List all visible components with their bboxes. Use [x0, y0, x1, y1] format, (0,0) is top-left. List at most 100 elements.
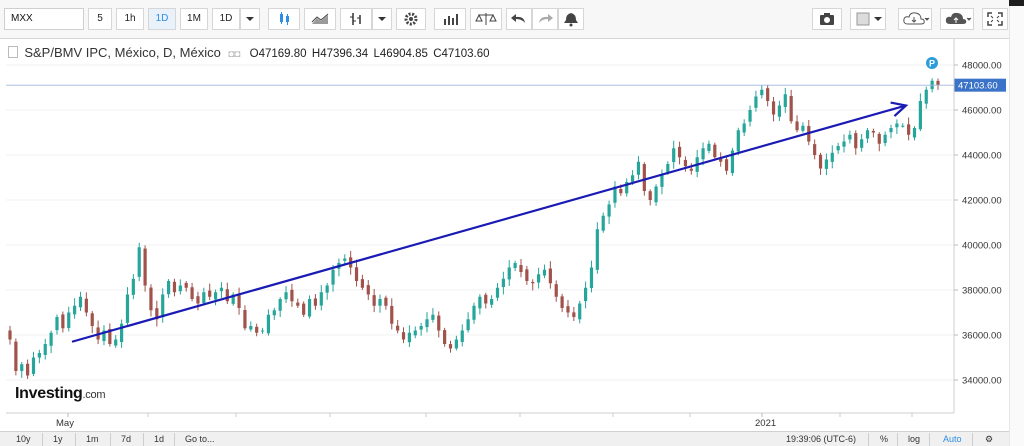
candle — [425, 312, 429, 333]
interval-dropdown[interactable]: 1D — [212, 8, 240, 30]
alert-bell-icon[interactable] — [558, 8, 584, 30]
candle-body — [208, 290, 212, 297]
candle-body — [630, 175, 635, 182]
range-1d-button[interactable]: 1d — [154, 434, 165, 444]
candle-body — [601, 215, 605, 231]
undo-icon[interactable] — [506, 8, 532, 30]
legend-toggle-icon[interactable] — [8, 46, 18, 58]
bottom-toolbar: 10y 1y 1m 7d 1d Go to... 19:39:06 (UTC-6… — [0, 431, 1009, 446]
candle — [184, 281, 188, 292]
candle — [936, 78, 940, 90]
candle — [14, 338, 18, 376]
candle — [889, 124, 893, 139]
candle-body — [8, 330, 12, 340]
candle — [842, 134, 846, 153]
auto-scale-toggle[interactable]: Auto — [943, 434, 962, 444]
candle — [836, 142, 840, 154]
cloud-save-icon[interactable] — [940, 8, 974, 30]
candle — [583, 281, 588, 309]
candle-body — [507, 267, 511, 280]
candle-body — [701, 148, 705, 160]
candle — [760, 85, 764, 99]
candle — [190, 282, 194, 302]
candle — [472, 302, 476, 324]
candle-body — [14, 341, 18, 371]
candle-body — [484, 294, 488, 304]
candle — [137, 242, 141, 282]
candle — [719, 152, 723, 167]
candle-body — [213, 292, 218, 300]
candle-body — [636, 161, 641, 175]
range-1y-button[interactable]: 1y — [53, 434, 63, 444]
y-tick-label: 44000.00 — [962, 151, 1002, 162]
candles-icon[interactable] — [268, 8, 300, 30]
candle — [865, 127, 870, 143]
candle — [67, 306, 71, 332]
candle — [372, 288, 376, 313]
candle — [8, 325, 12, 345]
candle-body — [836, 146, 840, 151]
scale-settings-gear-icon[interactable]: ⚙ — [985, 434, 994, 444]
candle-body — [49, 332, 53, 346]
ohlc-bars-icon[interactable] — [340, 8, 372, 30]
candle — [736, 127, 740, 156]
legend-actions-icon[interactable]: ◘◘ — [228, 49, 241, 60]
clock-timezone[interactable]: 19:39:06 (UTC-6) — [786, 434, 857, 444]
chart-area[interactable]: 47103.60 P 34000.00 36000.00 38000.00 40000.… — [0, 39, 1009, 431]
log-scale-toggle[interactable]: log — [908, 434, 921, 444]
settings-gear-icon[interactable] — [396, 8, 426, 30]
chart-type-dropdown-arrow-icon[interactable] — [372, 8, 392, 30]
symbol-search-input[interactable]: MXX — [4, 8, 84, 30]
range-7d-button[interactable]: 7d — [121, 434, 132, 444]
candle-body — [237, 294, 241, 308]
candle-body — [131, 278, 135, 295]
range-1m-button[interactable]: 1m — [86, 434, 99, 444]
interval-1d-button[interactable]: 1D — [148, 8, 176, 30]
candle — [771, 96, 776, 122]
candle-body — [912, 128, 917, 138]
candle-body — [672, 148, 676, 163]
candle — [213, 289, 218, 306]
candle-body — [895, 123, 899, 128]
compare-scales-icon[interactable] — [470, 8, 502, 30]
percent-scale-toggle[interactable]: % — [880, 434, 889, 444]
goto-date-button[interactable]: Go to... — [185, 434, 215, 444]
indicators-icon[interactable] — [434, 8, 466, 30]
candle — [325, 282, 329, 300]
candle-body — [595, 229, 599, 270]
candle — [912, 126, 917, 141]
candle-body — [137, 247, 141, 277]
candle-body — [161, 294, 165, 318]
candle — [848, 130, 852, 144]
interval-dropdown-arrow-icon[interactable] — [240, 8, 260, 30]
candle-body — [302, 303, 306, 315]
candle-body — [719, 157, 723, 162]
x-tick-label: May — [56, 418, 74, 429]
interval-5-button[interactable]: 5 — [88, 8, 112, 30]
candle — [78, 291, 83, 311]
candle-body — [225, 289, 229, 302]
cloud-load-icon[interactable] — [898, 8, 932, 30]
scroll-strip — [1009, 6, 1024, 446]
candle — [830, 145, 834, 169]
interval-1m-button[interactable]: 1M — [180, 8, 208, 30]
price-axis: 34000.00 36000.00 38000.00 40000.00 42000.00… — [6, 39, 1002, 429]
interval-1h-button[interactable]: 1h — [116, 8, 144, 30]
area-chart-icon[interactable] — [304, 8, 336, 30]
y-tick-label: 36000.00 — [962, 331, 1002, 342]
price-chart[interactable]: 47103.60 P 34000.00 36000.00 38000.00 40000.… — [0, 39, 1009, 431]
fullscreen-icon[interactable] — [982, 8, 1008, 30]
candle-body — [343, 258, 347, 261]
candle-body — [531, 282, 535, 284]
redo-icon[interactable] — [532, 8, 558, 30]
camera-icon[interactable] — [812, 8, 842, 30]
candle-body — [196, 296, 200, 304]
color-picker-button[interactable] — [850, 8, 886, 30]
candle-body — [883, 134, 887, 144]
candle-body — [501, 278, 505, 288]
candle-body — [924, 89, 928, 104]
candle — [918, 93, 922, 132]
range-10y-button[interactable]: 10y — [16, 434, 31, 444]
candle — [37, 349, 41, 364]
